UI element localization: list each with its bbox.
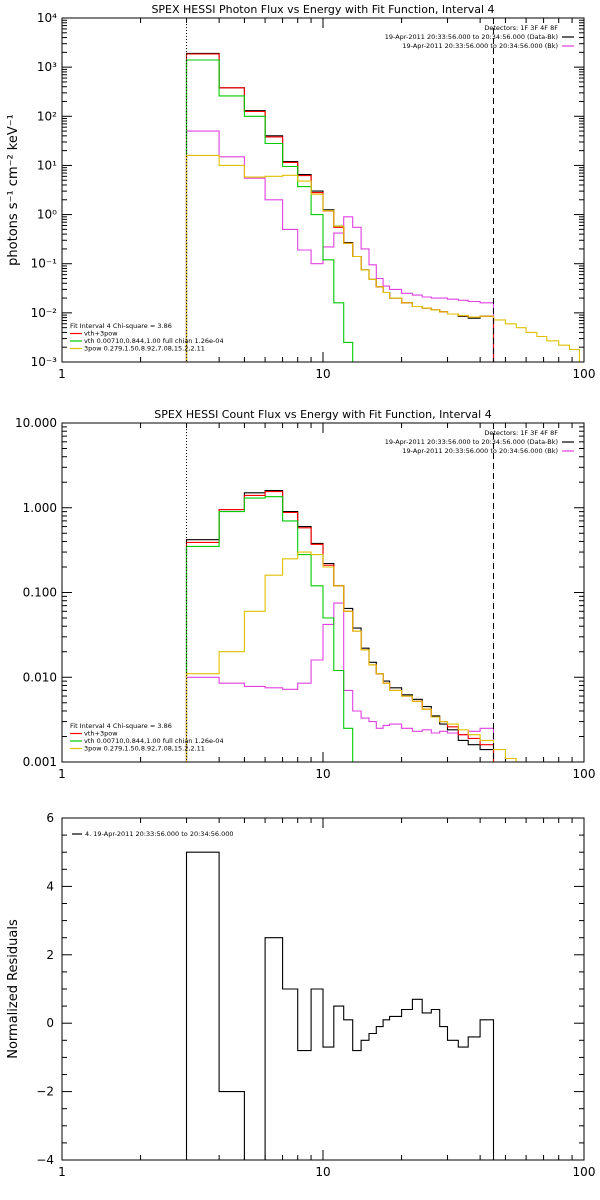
y-tick-label: 10⁴ (37, 11, 57, 25)
legend-label: 19-Apr-2011 20:33:56.000 to 20:34:56.000… (385, 33, 558, 41)
y-tick-label: −4 (36, 1153, 54, 1167)
x-tick-label: 1 (58, 767, 66, 781)
x-tick-label: 100 (573, 1165, 596, 1179)
legend-label: 3pow 0.279,1.50,8.92,7.08,15.2,2.11 (84, 345, 205, 353)
y-tick-label: 0.010 (23, 670, 57, 684)
legend-label: vth+3pow (84, 330, 118, 338)
legend-label: 19-Apr-2011 20:33:56.000 to 20:34:56.000… (385, 438, 558, 446)
x-tick-label: 10 (315, 767, 330, 781)
series-group (185, 489, 517, 762)
y-tick-label: 10⁻¹ (31, 257, 58, 271)
y-tick-label: 10⁻³ (31, 355, 58, 369)
legend-label: Fit Interval 4 Chi-square = 3.86 (70, 322, 172, 330)
legend-bottom-left: Fit Interval 4 Chi-square = 3.86vth+3pow… (70, 322, 224, 353)
y-axis: −4 −2 0 2 4 6 (36, 811, 584, 1167)
y-tick-label: 10⁰ (37, 208, 57, 222)
series-line-4-19-apr-2011-20-33-56-000-to-20-34-56-000 (185, 851, 495, 1160)
y-axis-label: Normalized Residuals (6, 919, 21, 1059)
y-tick-label: 2 (46, 948, 54, 962)
y-tick-label: 10³ (37, 60, 57, 74)
y-axis: 0.001 0.010 0.100 1.000 10.000 (15, 416, 584, 769)
legend-top-left: 4. 19-Apr-2011 20:33:56.000 to 20:34:56.… (72, 830, 234, 838)
y-tick-label: 10¹ (37, 158, 57, 172)
series-group (185, 52, 580, 362)
x-tick-label: 1 (58, 367, 66, 381)
y-tick-label: 10.000 (15, 416, 57, 430)
y-tick-label: 0.100 (23, 586, 57, 600)
legend-label: Detectors: 1F 3F 4F 8F (484, 429, 558, 437)
legend-label: 19-Apr-2011 20:33:56.000 to 20:34:56.000… (402, 42, 558, 50)
legend-bottom-left: Fit Interval 4 Chi-square = 3.86vth+3pow… (70, 722, 224, 753)
y-tick-label: 10² (37, 109, 57, 123)
series-line-bk (185, 602, 495, 762)
legend-label: vth 0.00710,0.844,1.00 full chian 1.26e-… (84, 337, 224, 345)
series-line-bk (185, 130, 495, 362)
x-tick-label: 100 (573, 767, 596, 781)
x-axis: 1 10 100 (58, 423, 595, 781)
series-line-3pow (185, 154, 580, 362)
y-axis: 10⁻³ 10⁻² 10⁻¹ 10⁰ 10¹ 10² 10³ 10⁴ (31, 11, 584, 369)
legend-label: Detectors: 1F 3F 4F 8F (484, 24, 558, 32)
photon-flux-panel: SPEX HESSI Photon Flux vs Energy with Fi… (6, 3, 595, 381)
plot-frame (61, 817, 585, 1161)
y-tick-label: 0 (46, 1016, 54, 1030)
y-tick-label: 0.001 (23, 755, 57, 769)
y-axis-label: photons s⁻¹ cm⁻² keV⁻¹ (6, 114, 21, 266)
legend-label: vth 0.00710,0.844,1.00 full chian 1.26e-… (84, 737, 224, 745)
y-tick-label: −2 (36, 1085, 54, 1099)
legend-label: Fit Interval 4 Chi-square = 3.86 (70, 722, 172, 730)
y-tick-label: 1.000 (23, 501, 57, 515)
series-group (185, 851, 495, 1160)
plot-frame (61, 422, 585, 763)
x-tick-label: 10 (315, 367, 330, 381)
residuals-panel: 1 10 100 −4 −2 0 2 4 6 Normalized Residuals 4. 19-… (6, 811, 595, 1179)
x-tick-label: 10 (315, 1165, 330, 1179)
chart-title: SPEX HESSI Photon Flux vs Energy with Fi… (151, 3, 494, 16)
count-flux-panel: SPEX HESSI Count Flux vs Energy with Fit… (15, 408, 595, 781)
x-tick-label: 1 (58, 1165, 66, 1179)
x-tick-label: 100 (573, 367, 596, 381)
y-tick-label: 6 (46, 811, 54, 825)
chart-title: SPEX HESSI Count Flux vs Energy with Fit… (154, 408, 491, 421)
y-tick-label: 10⁻² (31, 306, 58, 320)
plot-frame (61, 17, 585, 363)
legend-label: 19-Apr-2011 20:33:56.000 to 20:34:56.000… (402, 447, 558, 455)
legend-label: 4. 19-Apr-2011 20:33:56.000 to 20:34:56.… (85, 830, 234, 838)
y-tick-label: 4 (46, 879, 54, 893)
x-axis: 1 10 100 (58, 818, 595, 1179)
legend-label: 3pow 0.279,1.50,8.92,7.08,15.2,2.11 (84, 745, 205, 753)
legend-label: vth+3pow (84, 730, 118, 738)
series-line-3pow (185, 551, 517, 762)
